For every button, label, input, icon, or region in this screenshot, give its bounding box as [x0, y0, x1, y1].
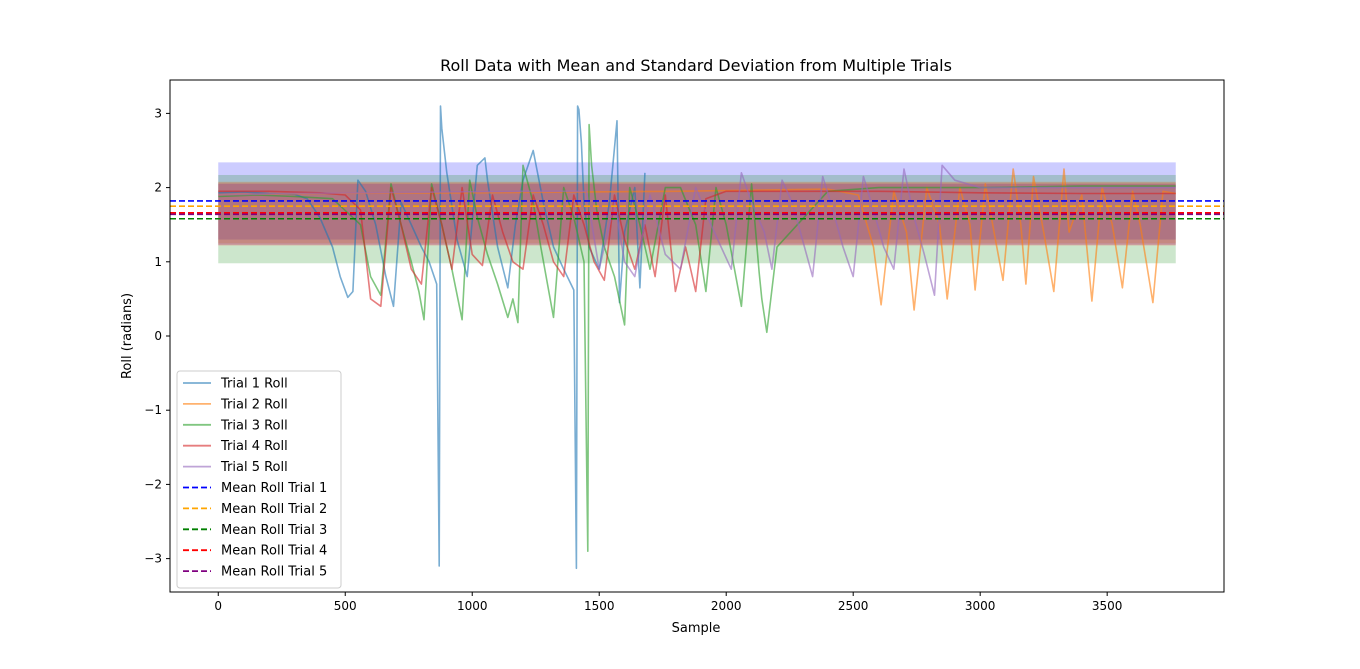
y-tick-label: −2	[144, 477, 162, 491]
legend-label: Trial 5 Roll	[220, 460, 288, 475]
x-tick-label: 1500	[584, 599, 615, 613]
axis-ticks: 0 500 1000 1500 2000 2500 3000 3500 −3 −2 −1 0 1 2 3	[144, 106, 1122, 613]
plot-area	[170, 105, 1224, 570]
y-tick-label: −1	[144, 403, 162, 417]
series-line-trial-1	[218, 105, 646, 570]
x-tick-label: 1000	[457, 599, 488, 613]
x-tick-label: 2500	[838, 599, 869, 613]
chart-title: Roll Data with Mean and Standard Deviati…	[440, 56, 952, 75]
y-axis-label: Roll (radians)	[120, 293, 135, 379]
y-tick-label: −3	[144, 552, 162, 566]
y-tick-label: 3	[154, 106, 162, 120]
legend-label: Mean Roll Trial 4	[221, 544, 327, 559]
legend-label: Trial 4 Roll	[220, 439, 288, 454]
legend-label: Trial 2 Roll	[220, 397, 288, 412]
legend-label: Mean Roll Trial 1	[221, 481, 327, 496]
legend-label: Mean Roll Trial 5	[221, 565, 327, 580]
legend-label: Mean Roll Trial 3	[221, 523, 327, 538]
x-tick-label: 3500	[1092, 599, 1123, 613]
x-tick-label: 2000	[711, 599, 742, 613]
y-tick-label: 2	[154, 181, 162, 195]
x-tick-label: 500	[334, 599, 357, 613]
legend: Trial 1 Roll Trial 2 Roll Trial 3 Roll Tria…	[176, 370, 342, 589]
x-axis-label: Sample	[672, 621, 721, 636]
y-tick-label: 0	[154, 329, 162, 343]
legend-label: Trial 3 Roll	[220, 418, 288, 433]
x-tick-label: 0	[214, 599, 222, 613]
legend-box	[176, 370, 342, 589]
x-tick-label: 3000	[965, 599, 996, 613]
legend-label: Mean Roll Trial 2	[221, 502, 327, 517]
legend-label: Trial 1 Roll	[220, 377, 288, 392]
series-line-trial-4	[218, 186, 1176, 308]
y-tick-label: 1	[154, 255, 162, 269]
